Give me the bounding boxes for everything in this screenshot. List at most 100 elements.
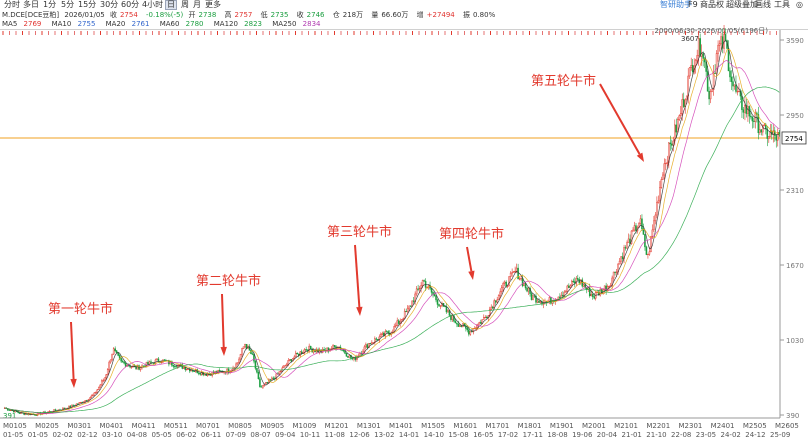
date-tick: 14-01 (399, 431, 419, 439)
draw-line-button[interactable]: 画线 (755, 0, 771, 9)
current-price-label: 2754 (785, 135, 803, 143)
candle-body (491, 306, 494, 309)
candle-body (115, 350, 118, 353)
contract-tick: M2001 (582, 422, 606, 430)
period-tab-3[interactable]: 5分 (61, 0, 75, 9)
candle-body (18, 412, 21, 414)
candle-body (106, 369, 109, 375)
candle-body (262, 385, 264, 388)
contract-tick: M0105 (3, 422, 27, 430)
candle-body (447, 310, 449, 313)
candle-body (254, 360, 257, 369)
candle-body (744, 104, 746, 113)
period-tab-2[interactable]: 1分 (43, 0, 57, 9)
candle-body (241, 348, 243, 355)
annotation-3: 第三轮牛市 (327, 224, 392, 240)
price-axis-label: 1670 (786, 262, 804, 270)
shangpin-button[interactable]: 商品权 (700, 0, 724, 9)
candle-body (20, 412, 22, 414)
period-tab-11[interactable]: 更多 (205, 0, 221, 9)
candle-body (520, 278, 522, 280)
date-tick: 17-11 (523, 431, 543, 439)
date-tick: 13-02 (374, 431, 394, 439)
ma5-line (4, 40, 780, 416)
candle-body (699, 38, 701, 57)
candle-body (666, 162, 669, 164)
overlay-button[interactable]: 超级叠加 (726, 0, 758, 9)
candle-body (647, 253, 649, 256)
candle-body (112, 348, 115, 355)
period-tab-1[interactable]: 多日 (23, 0, 39, 9)
current-price-box (781, 131, 807, 145)
contract-tick: M1505 (421, 422, 445, 430)
candle-body (68, 405, 70, 410)
date-tick: 02-12 (77, 431, 97, 439)
candle-body (147, 361, 149, 365)
candle-body (681, 99, 684, 114)
contract-tick: M2201 (646, 422, 670, 430)
candle-body (653, 220, 655, 231)
candle-body (278, 371, 281, 375)
date-tick: 01-05 (28, 431, 48, 439)
candle-body (365, 344, 367, 348)
candle-body (127, 365, 130, 367)
annotation-1: 第一轮牛市 (48, 301, 113, 317)
candle-body (347, 356, 349, 358)
candle-body (641, 218, 643, 230)
candle-body (518, 278, 521, 280)
candle-body (766, 128, 769, 139)
candle-body (172, 364, 175, 367)
candle-body (436, 299, 439, 305)
candle-body (514, 270, 516, 273)
candle-body (469, 330, 472, 335)
candle-body (197, 372, 200, 374)
candle-body (750, 115, 752, 118)
date-tick: 21-10 (646, 431, 666, 439)
candle-body (774, 130, 776, 136)
period-tab-4[interactable]: 15分 (78, 0, 97, 9)
candle-body (305, 349, 307, 351)
candle-body (517, 267, 519, 280)
period-tab-6[interactable]: 60分 (121, 0, 140, 9)
ma20-legend: MA20 2761 (105, 20, 150, 28)
period-tab-7[interactable]: 4小时 (142, 0, 164, 9)
candle-body (650, 235, 652, 253)
period-tab-8[interactable]: 日 (165, 0, 177, 10)
candle-body (124, 362, 127, 367)
candle-body (651, 229, 654, 237)
date-tick: 07-09 (226, 431, 246, 439)
contract-tick: M1701 (486, 422, 510, 430)
candle-body (662, 174, 664, 180)
contract-tick: M1801 (518, 422, 542, 430)
candle-body (368, 342, 370, 348)
date-tick: 15-08 (448, 431, 468, 439)
candle-body (363, 346, 366, 353)
brand-button[interactable]: 智研助手 (660, 0, 692, 9)
date-tick: 14-10 (424, 431, 444, 439)
f9-button[interactable]: F9 (688, 0, 698, 9)
candle-body (490, 306, 493, 310)
candle-body (575, 278, 578, 284)
tools-button[interactable]: 工具 (774, 0, 790, 9)
period-tab-10[interactable]: 月 (193, 0, 201, 9)
period-tab-0[interactable]: 分时 (4, 0, 20, 9)
candle-body (530, 293, 533, 300)
candle-body (727, 48, 730, 72)
candle-body (588, 287, 591, 297)
candle-body (394, 324, 397, 327)
candle-body (142, 365, 145, 367)
annotation-5: 第五轮牛市 (531, 73, 596, 89)
quote-info-row: M.DCE[DCE豆粕] 2026/01/05 收 2754 -0.18%(-5)… (2, 10, 501, 20)
candle-body (136, 365, 139, 370)
candle-body (550, 297, 552, 304)
more-icon[interactable]: ◎ (796, 0, 803, 9)
hold-value: 仓 218万 (332, 11, 364, 19)
period-tab-5[interactable]: 30分 (100, 0, 119, 9)
candle-body (183, 367, 185, 369)
candle-body (523, 283, 525, 287)
price-axis-label: 2310 (786, 187, 804, 195)
candle-body (709, 91, 712, 100)
period-tab-9[interactable]: 周 (181, 0, 189, 9)
candle-body (483, 317, 485, 320)
